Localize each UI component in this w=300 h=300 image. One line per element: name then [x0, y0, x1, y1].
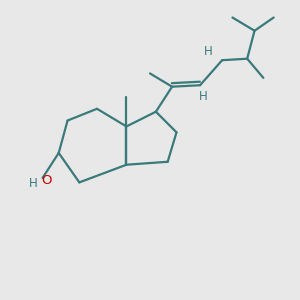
Text: H: H: [204, 45, 212, 58]
Text: H: H: [199, 90, 207, 103]
Text: H: H: [29, 177, 38, 190]
Text: O: O: [42, 174, 52, 187]
